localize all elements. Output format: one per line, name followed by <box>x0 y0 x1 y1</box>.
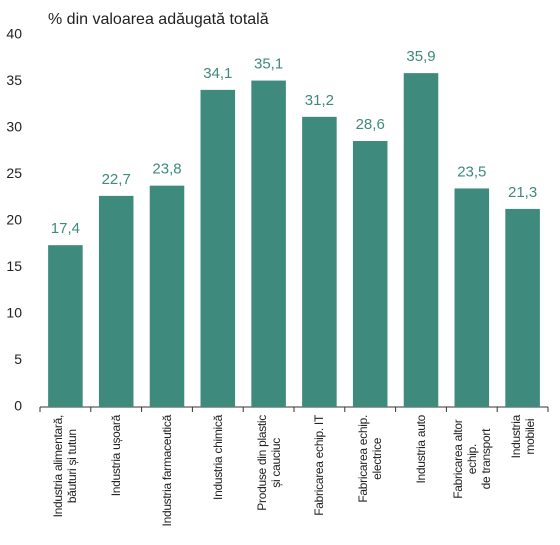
data-label: 35,9 <box>406 48 435 65</box>
data-label: 34,1 <box>203 65 232 82</box>
data-label: 22,7 <box>102 171 131 188</box>
y-tick-label: 35 <box>6 72 22 88</box>
bar <box>505 208 540 407</box>
data-label: 23,8 <box>152 161 181 178</box>
y-tick-label: 5 <box>14 351 22 367</box>
x-tick-label: Produse din plastic și cauciuc <box>254 415 283 511</box>
bar <box>98 195 134 407</box>
bar <box>149 185 185 407</box>
bar <box>454 188 490 407</box>
x-tick-label: Industria mobilei <box>508 415 537 459</box>
y-tick-label: 30 <box>6 119 22 135</box>
x-tick-label: Industria auto <box>414 415 428 484</box>
bar <box>403 73 439 407</box>
y-tick-label: 25 <box>6 165 22 181</box>
x-tick-label: Fabricarea echip. electrice <box>356 415 385 503</box>
data-label: 23,5 <box>457 163 486 180</box>
x-tick-label: Fabricarea echip. IT <box>312 415 327 516</box>
y-tick-label: 10 <box>6 305 22 321</box>
data-label: 17,4 <box>51 220 80 237</box>
bar <box>251 80 286 407</box>
y-tick-label: 40 <box>6 26 22 42</box>
data-label: 28,6 <box>356 116 385 133</box>
x-tick-label: Fabricarea altor echip. de transport <box>450 419 493 499</box>
bar <box>352 141 388 407</box>
data-label: 21,3 <box>508 184 537 201</box>
x-tick-label: Industria farmaceutică <box>160 415 174 527</box>
x-tick-label: Industria ușoară <box>109 415 124 497</box>
y-tick-label: 15 <box>6 258 22 274</box>
bar <box>48 245 83 407</box>
y-tick-label: 20 <box>6 212 22 228</box>
y-tick-label: 0 <box>14 398 22 414</box>
bar <box>302 116 337 407</box>
x-tick-label: Industria chimică <box>210 415 225 500</box>
bar <box>200 89 236 408</box>
data-label: 31,2 <box>305 92 334 109</box>
data-label: 35,1 <box>254 56 283 73</box>
x-tick-label: Industria alimentară, băuturi și tutun <box>51 415 80 518</box>
chart-title: % din valoarea adăugată totală <box>48 11 269 28</box>
